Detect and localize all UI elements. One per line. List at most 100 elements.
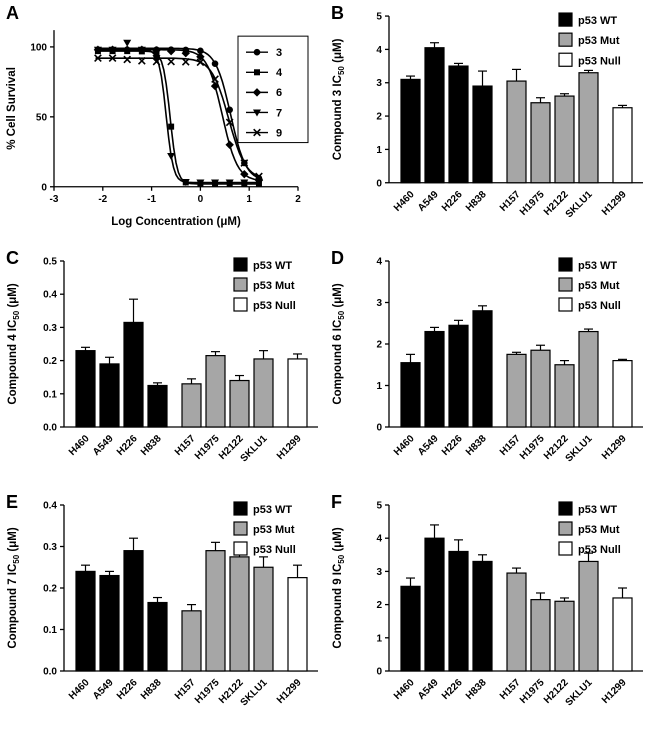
bar-H1299	[612, 359, 633, 428]
bar-H226	[448, 65, 469, 184]
x-marker	[253, 128, 261, 137]
bar-H1299	[612, 107, 633, 184]
legend: p53 WT p53 Mut p53 Null	[233, 501, 296, 556]
bar-SKLU1	[253, 358, 274, 428]
error-bar-H157	[512, 351, 521, 355]
bar-H838	[472, 85, 493, 184]
bar-H2122	[229, 556, 250, 672]
svg-text:0.1: 0.1	[43, 625, 57, 636]
category-label-A549: A549	[416, 189, 441, 214]
legend-swatch	[558, 257, 573, 272]
category-label-SKLU1: SKLU1	[564, 189, 595, 220]
category-label-H838: H838	[464, 189, 489, 214]
category-label-H460: H460	[392, 677, 417, 702]
category-label-A549: A549	[416, 433, 441, 458]
panel-b: B 0 1 2 3 4 5 Compound 3 IC50 (μM) H460 A549 H226…	[325, 0, 650, 245]
x-axis-ticks: -3 -2 -1 0 1 2	[50, 186, 301, 205]
svg-text:0.3: 0.3	[43, 542, 57, 553]
legend-label: p53 Null	[253, 300, 296, 312]
bar-H2122	[229, 379, 250, 428]
x-marker	[108, 54, 117, 62]
y-axis-title: Compound 4 IC50 (μM)	[7, 283, 21, 405]
category-label-H226: H226	[440, 433, 465, 458]
category-label-A549: A549	[91, 433, 116, 458]
svg-text:0: 0	[376, 423, 382, 434]
legend-label: p53 Null	[578, 300, 621, 312]
circle-marker	[211, 60, 219, 68]
curve-compound-3	[95, 47, 262, 180]
bar-SKLU1	[578, 72, 599, 184]
bar-H838	[147, 384, 168, 428]
error-bar-H2122	[560, 597, 569, 602]
bar-H1299	[612, 597, 633, 672]
legend-label: 7	[276, 107, 282, 119]
bar-A549	[424, 47, 445, 184]
category-label-H1299: H1299	[600, 433, 629, 462]
diamond-marker	[166, 46, 176, 56]
error-bar-H2122	[560, 93, 569, 97]
svg-text:-1: -1	[147, 194, 156, 205]
error-bar-H1975	[536, 344, 545, 351]
bar-A549	[99, 363, 120, 428]
svg-text:0: 0	[41, 182, 47, 193]
curve-compound-4	[95, 50, 262, 185]
bar-H157	[506, 353, 527, 428]
error-bar-H1975	[211, 541, 220, 551]
error-bar-H157	[187, 603, 196, 611]
legend-label: p53 Null	[578, 55, 621, 67]
legend-label: p53 Null	[253, 544, 296, 556]
error-bar-H1975	[536, 97, 545, 103]
error-bar-H2122	[235, 374, 244, 381]
bar-H1299	[287, 577, 308, 672]
category-label-H1975: H1975	[518, 189, 547, 218]
bar-H460	[75, 570, 96, 672]
circle-marker	[253, 48, 261, 56]
legend: p53 WT p53 Mut p53 Null	[233, 257, 296, 312]
error-bar-H460	[81, 346, 90, 351]
bar-H157	[506, 80, 527, 184]
svg-text:5: 5	[376, 501, 382, 512]
category-label-H1975: H1975	[193, 677, 222, 706]
legend-swatch	[233, 521, 248, 536]
category-label-H838: H838	[139, 677, 164, 702]
panel-label-e: E	[6, 492, 19, 512]
triangle-down-marker	[167, 152, 176, 161]
legend: p53 WT p53 Mut p53 Null	[558, 12, 621, 67]
category-label-H838: H838	[464, 433, 489, 458]
triangle-down-marker	[93, 46, 102, 54]
error-bar-H838	[478, 305, 487, 311]
x-marker	[225, 118, 234, 127]
x-marker	[181, 57, 190, 66]
error-bar-H1975	[211, 351, 220, 356]
y-axis-title: Compound 7 IC50 (μM)	[7, 527, 21, 649]
bar-H2122	[554, 600, 575, 672]
legend-swatch	[558, 32, 573, 47]
x-marker	[137, 57, 146, 65]
legend-label: 3	[276, 47, 282, 59]
x-marker	[196, 58, 205, 67]
svg-text:50: 50	[36, 112, 48, 123]
error-bar-H157	[512, 567, 521, 574]
error-bar-H226	[129, 537, 138, 551]
error-bar-H460	[406, 75, 415, 80]
legend-label: p53 Mut	[253, 524, 295, 536]
legend-label: p53 WT	[253, 260, 292, 272]
compound-3-ic50-chart: 0 1 2 3 4 5 Compound 3 IC50 (μM) H460 A549 H226 H8…	[332, 12, 643, 220]
category-label-H460: H460	[392, 189, 417, 214]
error-bar-A549	[105, 356, 114, 364]
bar-SKLU1	[578, 330, 599, 428]
error-bar-H157	[512, 68, 521, 82]
category-label-H226: H226	[115, 433, 140, 458]
error-bar-SKLU1	[584, 69, 593, 73]
bar-H157	[506, 572, 527, 672]
legend-label: p53 WT	[253, 504, 292, 516]
svg-text:0: 0	[198, 194, 204, 205]
markers-compound-4	[94, 48, 262, 187]
error-bar-H157	[187, 378, 196, 384]
category-label-H1975: H1975	[518, 433, 547, 462]
category-label-SKLU1: SKLU1	[564, 433, 595, 464]
svg-text:4: 4	[376, 45, 382, 56]
panel-label-d: D	[331, 248, 344, 268]
